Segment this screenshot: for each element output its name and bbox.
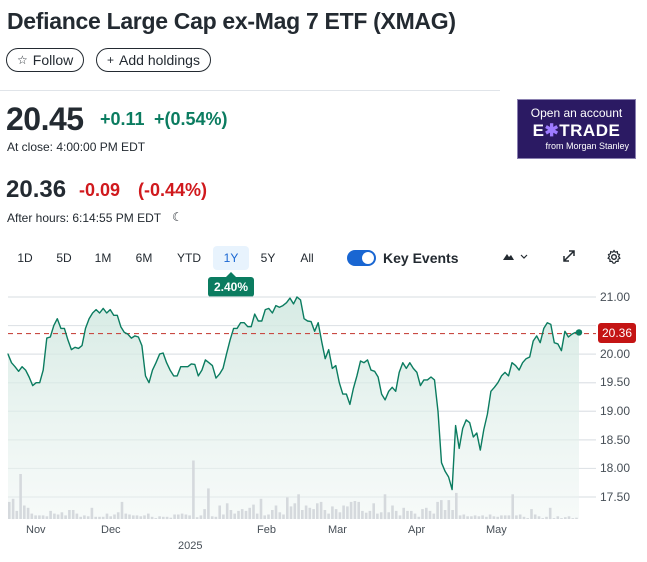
star-outline-icon: ☆ xyxy=(17,53,28,67)
y-tick: 19.50 xyxy=(600,375,631,389)
add-holdings-label: Add holdings xyxy=(119,52,200,68)
mountain-chart-icon xyxy=(503,254,528,260)
key-events-toggle[interactable] xyxy=(347,250,376,266)
range-ytd[interactable]: YTD xyxy=(177,251,201,265)
follow-label: Follow xyxy=(32,52,74,68)
ad-cta: Open an account xyxy=(530,106,623,120)
after-hours-time: After hours: 6:14:55 PM EDT xyxy=(7,211,162,225)
range-1d[interactable]: 1D xyxy=(17,251,33,265)
divider xyxy=(0,90,500,91)
settings-button[interactable] xyxy=(606,249,622,268)
x-tick: Apr xyxy=(408,524,426,536)
regular-change: +0.11 xyxy=(100,109,145,129)
x-tick: May xyxy=(486,524,507,536)
x-tick: Feb xyxy=(257,524,276,536)
after-hours-change: -0.09 xyxy=(79,180,121,200)
after-hours-price: 20.36 xyxy=(6,176,67,203)
price-chart[interactable] xyxy=(0,280,647,525)
x-tick: Nov xyxy=(26,524,46,536)
plus-icon: + xyxy=(107,53,115,67)
follow-button[interactable]: ☆ Follow xyxy=(6,48,85,72)
moon-icon: ☾ xyxy=(172,210,183,224)
y-tick: 19.00 xyxy=(600,404,631,418)
gear-icon xyxy=(607,249,621,264)
chart-type-button[interactable] xyxy=(502,249,528,266)
etrade-ad[interactable]: Open an account E✱TRADE from Morgan Stan… xyxy=(517,99,636,159)
etrade-logo: E✱TRADE xyxy=(532,121,621,140)
page-title: Defiance Large Cap ex-Mag 7 ETF (XMAG) xyxy=(7,8,456,34)
regular-price: 20.45 xyxy=(6,101,84,137)
x-year-label: 2025 xyxy=(178,540,203,552)
close-time: At close: 4:00:00 PM EDT xyxy=(7,140,146,154)
y-tick: 18.50 xyxy=(600,433,631,447)
range-1m[interactable]: 1M xyxy=(94,251,112,265)
range-5y[interactable]: 5Y xyxy=(260,251,276,265)
range-change-badge: 2.40% xyxy=(208,272,254,297)
y-tick: 17.50 xyxy=(600,490,631,504)
y-tick: 21.00 xyxy=(600,290,631,304)
expand-icon xyxy=(563,250,575,262)
range-6m[interactable]: 6M xyxy=(135,251,153,265)
key-events-label: Key Events xyxy=(383,250,459,266)
ad-sub: from Morgan Stanley xyxy=(545,141,629,151)
expand-button[interactable] xyxy=(562,249,576,266)
range-all[interactable]: All xyxy=(300,251,314,265)
range-5d[interactable]: 5D xyxy=(56,251,72,265)
x-tick: Dec xyxy=(101,524,121,536)
y-tick: 20.00 xyxy=(600,347,631,361)
y-tick: 18.00 xyxy=(600,461,631,475)
range-1y[interactable]: 1Y xyxy=(213,246,249,270)
x-tick: Mar xyxy=(328,524,347,536)
add-holdings-button[interactable]: + Add holdings xyxy=(96,48,211,72)
current-price-label: 20.36 xyxy=(598,323,636,343)
after-hours-change-pct: (-0.44%) xyxy=(138,180,208,200)
regular-change-pct: +(0.54%) xyxy=(154,109,228,129)
